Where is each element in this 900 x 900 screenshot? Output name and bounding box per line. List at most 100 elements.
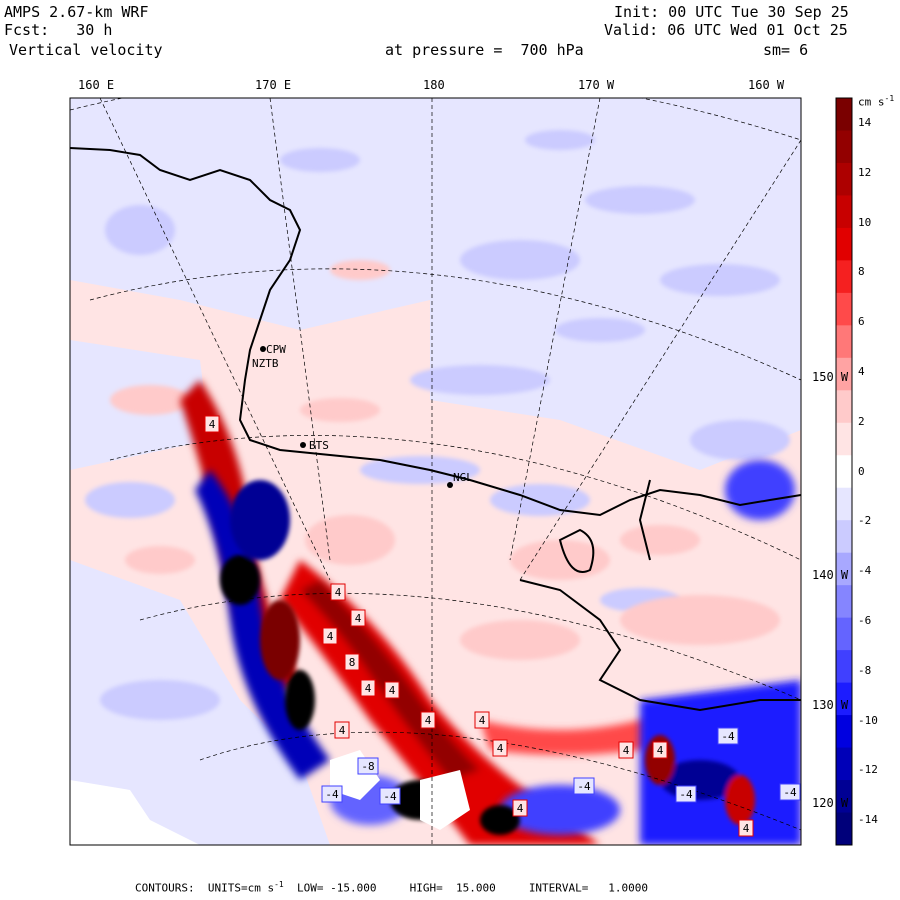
svg-text:-4: -4 xyxy=(783,786,797,799)
colorbar-segment xyxy=(836,455,852,489)
colorbar-tick-label: -10 xyxy=(858,713,878,727)
graticule xyxy=(70,98,801,845)
svg-text:4: 4 xyxy=(517,802,524,815)
lat-label-150w: 150 W xyxy=(812,370,849,384)
init-time: Init: 00 UTC Tue 30 Sep 25 xyxy=(614,3,849,21)
lon-label-160w: 160 W xyxy=(748,78,785,92)
colorbar-segment xyxy=(836,682,852,716)
map-border xyxy=(69,97,802,846)
svg-text:4: 4 xyxy=(425,714,432,727)
map-field xyxy=(70,98,801,845)
colorbar-segment xyxy=(836,650,852,684)
model-name: AMPS 2.67-km WRF xyxy=(4,3,149,21)
contour-label-box: 4 xyxy=(738,819,754,837)
moderate-descent-areas xyxy=(85,130,790,720)
colorbar-segment xyxy=(836,292,852,326)
colorbar-segment xyxy=(836,552,852,586)
lat-label-140w: 140 W xyxy=(812,568,849,582)
coastline xyxy=(70,147,801,712)
colorbar-segment xyxy=(836,98,852,131)
svg-text:4: 4 xyxy=(355,612,362,625)
contour-label-box: 4 xyxy=(512,799,528,817)
smoothing-value: sm= 6 xyxy=(763,41,809,59)
contour-label-box: 8 xyxy=(344,653,360,671)
contour-label-box: 4 xyxy=(652,741,668,759)
colorbar-segment xyxy=(836,812,852,846)
contour-label-box: 4 xyxy=(492,739,508,757)
colorbar-segment xyxy=(836,617,852,651)
contour-label-box: 4 xyxy=(322,627,338,645)
colorbar xyxy=(835,97,853,846)
valid-time: Valid: 06 UTC Wed 01 Oct 25 xyxy=(604,21,848,39)
station-marker-ngl xyxy=(447,482,453,488)
svg-text:4: 4 xyxy=(497,742,504,755)
svg-text:4: 4 xyxy=(479,714,486,727)
svg-text:-4: -4 xyxy=(679,788,693,801)
pressure-level: at pressure = 700 hPa xyxy=(385,41,584,59)
contour-label-box: -4 xyxy=(379,787,401,805)
lon-label-170e: 170 E xyxy=(255,78,292,92)
colorbar-segment xyxy=(836,162,852,196)
lat-label-130w: 130 W xyxy=(812,698,849,712)
contour-label-box: 4 xyxy=(474,711,490,729)
stations: CPW NZTB BTS NGL xyxy=(252,343,473,488)
contour-label-box: -4 xyxy=(573,777,595,795)
lat-label-120w: 120 W xyxy=(812,796,849,810)
colorbar-tick-label: 4 xyxy=(858,364,865,378)
variable-name: Vertical velocity xyxy=(9,41,163,59)
colorbar-segment xyxy=(836,325,852,359)
lon-label-180: 180 xyxy=(423,78,445,92)
colorbar-tick-label: 12 xyxy=(858,165,872,179)
station-marker-cpw xyxy=(260,346,266,352)
contour-label-box: 4 xyxy=(384,681,400,699)
station-label-ngl: NGL xyxy=(453,471,473,484)
svg-text:4: 4 xyxy=(209,418,216,431)
svg-text:4: 4 xyxy=(623,744,630,757)
svg-text:4: 4 xyxy=(327,630,334,643)
contour-label-box: 4 xyxy=(330,583,346,601)
contour-label-box: -4 xyxy=(717,727,739,745)
footer-contour-info: CONTOURS: UNITS=cm s-1 LOW= -15.000 HIGH… xyxy=(135,880,649,895)
colorbar-segment xyxy=(836,390,852,424)
contour-label-box: -4 xyxy=(779,783,801,801)
svg-text:4: 4 xyxy=(339,724,346,737)
colorbar-segment xyxy=(836,585,852,619)
contour-label-box: 4 xyxy=(204,415,220,433)
contour-label-box: -4 xyxy=(675,785,697,803)
colorbar-tick-label: 2 xyxy=(858,414,865,428)
colorbar-tick-label: -4 xyxy=(858,564,872,578)
station-label-bts: BTS xyxy=(309,439,329,452)
svg-text:4: 4 xyxy=(657,744,664,757)
colorbar-segment xyxy=(836,747,852,781)
svg-text:-4: -4 xyxy=(325,788,339,801)
contour-label-box: 4 xyxy=(350,609,366,627)
colorbar-segment xyxy=(836,715,852,749)
colorbar-segment xyxy=(836,357,852,391)
svg-text:8: 8 xyxy=(349,656,356,669)
lon-label-170w: 170 W xyxy=(578,78,615,92)
station-marker-bts xyxy=(300,442,306,448)
colorbar-tick-label: -2 xyxy=(858,514,872,528)
colorbar-tick-label: 8 xyxy=(858,265,865,279)
contour-label-box: -8 xyxy=(357,757,379,775)
svg-text:-4: -4 xyxy=(577,780,591,793)
contour-label-box: 4 xyxy=(420,711,436,729)
svg-text:-4: -4 xyxy=(383,790,397,803)
moderate-ascent-areas xyxy=(110,260,780,660)
svg-text:-4: -4 xyxy=(721,730,735,743)
colorbar-segment xyxy=(836,195,852,229)
svg-text:4: 4 xyxy=(365,682,372,695)
colorbar-segment xyxy=(836,227,852,261)
svg-text:4: 4 xyxy=(335,586,342,599)
colorbar-segment xyxy=(836,487,852,521)
colorbar-tick-label: -6 xyxy=(858,613,872,627)
colorbar-tick-label: 0 xyxy=(858,464,865,478)
forecast-hour: Fcst: 30 h xyxy=(4,21,113,39)
station-label-nztb: NZTB xyxy=(252,357,279,370)
colorbar-segment xyxy=(836,520,852,554)
contour-label-box: 4 xyxy=(618,741,634,759)
svg-text:4: 4 xyxy=(743,822,750,835)
lon-label-160e: 160 E xyxy=(78,78,115,92)
missing-data-areas xyxy=(70,750,470,845)
